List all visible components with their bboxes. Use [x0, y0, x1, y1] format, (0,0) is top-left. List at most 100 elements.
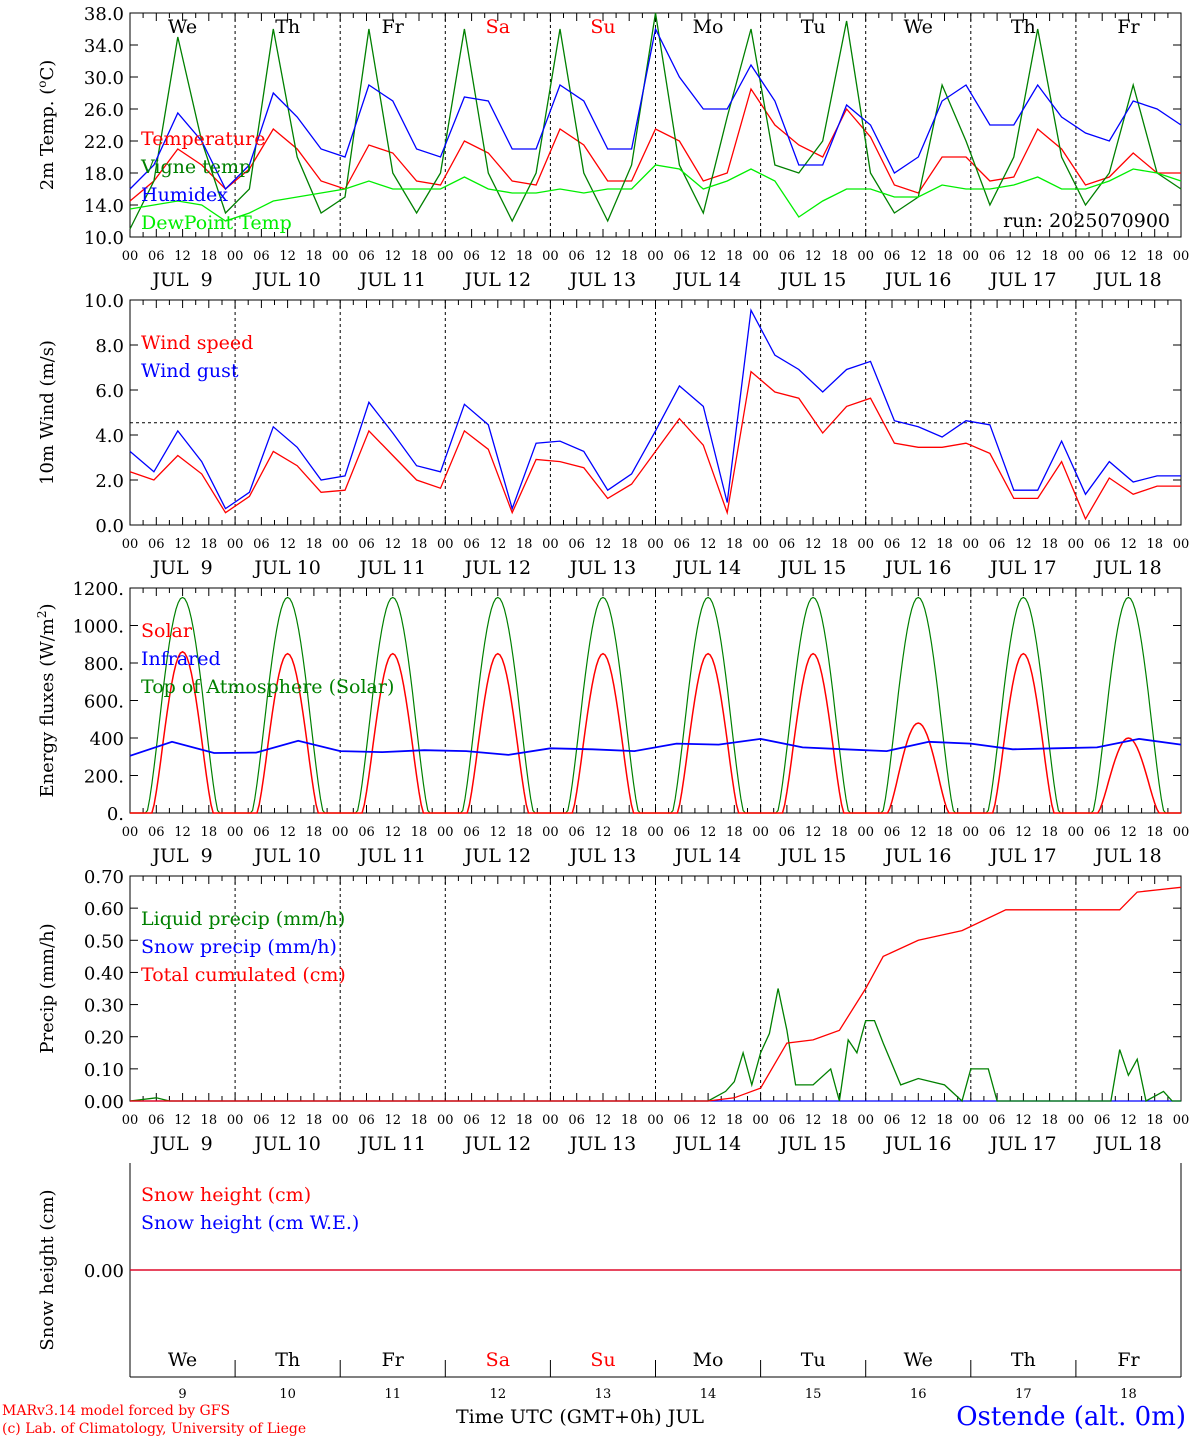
hour-tick-label: 18	[936, 249, 953, 264]
y-tick-label: 0.	[107, 804, 124, 825]
date-label: JUL 15	[778, 557, 846, 579]
date-label: JUL 9	[150, 269, 212, 291]
hour-tick-label: 06	[989, 825, 1006, 840]
hour-tick-label: 06	[358, 249, 375, 264]
hour-tick-label: 06	[253, 825, 270, 840]
hour-tick-label: 06	[779, 1113, 796, 1128]
date-label: JUL 9	[150, 557, 212, 579]
date-label: JUL 17	[988, 269, 1056, 291]
hour-tick-label: 12	[805, 249, 822, 264]
hour-tick-label: 06	[358, 825, 375, 840]
y-tick-label: 8.0	[95, 336, 124, 357]
date-label: JUL 11	[358, 845, 426, 867]
hour-tick-label: 00	[437, 1113, 454, 1128]
hour-tick-label: 12	[805, 1113, 822, 1128]
hour-tick-label: 00	[437, 249, 454, 264]
hour-tick-label: 18	[621, 825, 638, 840]
hour-tick-label: 06	[358, 537, 375, 552]
hour-tick-label: 00	[857, 1113, 874, 1128]
day-name: Sa	[486, 1349, 510, 1371]
hour-tick-label: 18	[726, 1113, 743, 1128]
hour-tick-label: 12	[279, 825, 296, 840]
day-number: 18	[1120, 1387, 1137, 1402]
hour-tick-label: 00	[963, 1113, 980, 1128]
y-tick-label: 22.0	[84, 132, 124, 153]
hour-tick-label: 18	[936, 537, 953, 552]
hour-ticks	[129, 876, 1182, 1101]
hour-tick-label: 00	[963, 537, 980, 552]
day-number: 10	[279, 1387, 296, 1402]
hour-tick-label: 18	[306, 825, 323, 840]
hour-tick-label: 18	[201, 537, 218, 552]
date-label: JUL 13	[568, 1133, 636, 1155]
panel-frame-1	[129, 12, 1182, 238]
series-vigne-temp	[129, 12, 1182, 230]
date-label: JUL 10	[252, 1133, 320, 1155]
y-tick-label: 38.0	[84, 4, 124, 25]
date-label: JUL 18	[1093, 845, 1161, 867]
y-tick-label: 10.0	[84, 228, 124, 249]
series-wind-gust	[129, 308, 1181, 511]
run-annotation: run: 2025070900	[1003, 210, 1170, 232]
day-name: Mo	[693, 1349, 724, 1371]
date-label: JUL 9	[150, 845, 212, 867]
hour-tick-label: 12	[1015, 825, 1032, 840]
hour-tick-label: 12	[279, 537, 296, 552]
day-name: Th	[275, 1349, 300, 1371]
panel-frame-3	[129, 587, 1182, 814]
day-name: Mo	[693, 16, 724, 38]
hour-tick-label: 06	[568, 825, 585, 840]
legend-entry: Temperature	[141, 128, 265, 150]
date-label: JUL 17	[988, 557, 1056, 579]
hour-tick-label: 00	[752, 249, 769, 264]
y-tick-label: 30.0	[84, 68, 124, 89]
hour-tick-label: 12	[700, 825, 717, 840]
date-label: JUL 12	[463, 557, 531, 579]
hour-tick-label: 06	[884, 1113, 901, 1128]
date-label: JUL 14	[673, 269, 741, 291]
hour-tick-label: 00	[437, 537, 454, 552]
hour-tick-label: 00	[332, 249, 349, 264]
hour-tick-label: 00	[122, 1113, 139, 1128]
day-name: Th	[1011, 16, 1036, 38]
legend-entry: Total cumulated (cm)	[141, 964, 346, 986]
hour-tick-label: 18	[411, 1113, 428, 1128]
y-tick-label: 0.30	[84, 996, 124, 1017]
hour-tick-label: 06	[568, 249, 585, 264]
hour-tick-label: 00	[227, 1113, 244, 1128]
hour-tick-label: 06	[463, 825, 480, 840]
hour-tick-label: 00	[1068, 825, 1085, 840]
hour-tick-label: 12	[174, 249, 191, 264]
hour-tick-label: 18	[936, 825, 953, 840]
hour-tick-label: 18	[1146, 537, 1163, 552]
hour-tick-label: 18	[831, 537, 848, 552]
hour-tick-label: 00	[122, 537, 139, 552]
hour-tick-label: 06	[674, 825, 691, 840]
hour-ticks	[129, 300, 1182, 525]
day-number: 17	[1015, 1387, 1032, 1402]
series-temperature	[129, 87, 1181, 202]
day-number: 13	[595, 1387, 612, 1402]
hour-tick-label: 12	[1120, 249, 1137, 264]
day-number: 14	[700, 1387, 717, 1402]
hour-tick-label: 06	[463, 1113, 480, 1128]
hour-tick-label: 18	[516, 1113, 533, 1128]
hour-tick-label: 18	[306, 1113, 323, 1128]
date-label: JUL 17	[988, 1133, 1056, 1155]
y-tick-label: 0.10	[84, 1060, 124, 1081]
hour-tick-label: 06	[253, 1113, 270, 1128]
hour-tick-label: 12	[174, 825, 191, 840]
date-label: JUL 17	[988, 845, 1056, 867]
day-name: Su	[590, 1349, 615, 1371]
hour-tick-label: 18	[726, 249, 743, 264]
series-liquid-precip-mm-h-	[129, 988, 1181, 1103]
y-tick-label: 0.70	[84, 867, 124, 888]
date-label: JUL 12	[463, 1133, 531, 1155]
y-tick-label: 600.	[84, 692, 124, 713]
hour-tick-label: 00	[857, 537, 874, 552]
date-label: JUL 11	[358, 269, 426, 291]
day-number: 16	[910, 1387, 927, 1402]
day-number: 15	[805, 1387, 822, 1402]
hour-tick-label: 12	[805, 825, 822, 840]
hour-tick-label: 12	[490, 249, 507, 264]
